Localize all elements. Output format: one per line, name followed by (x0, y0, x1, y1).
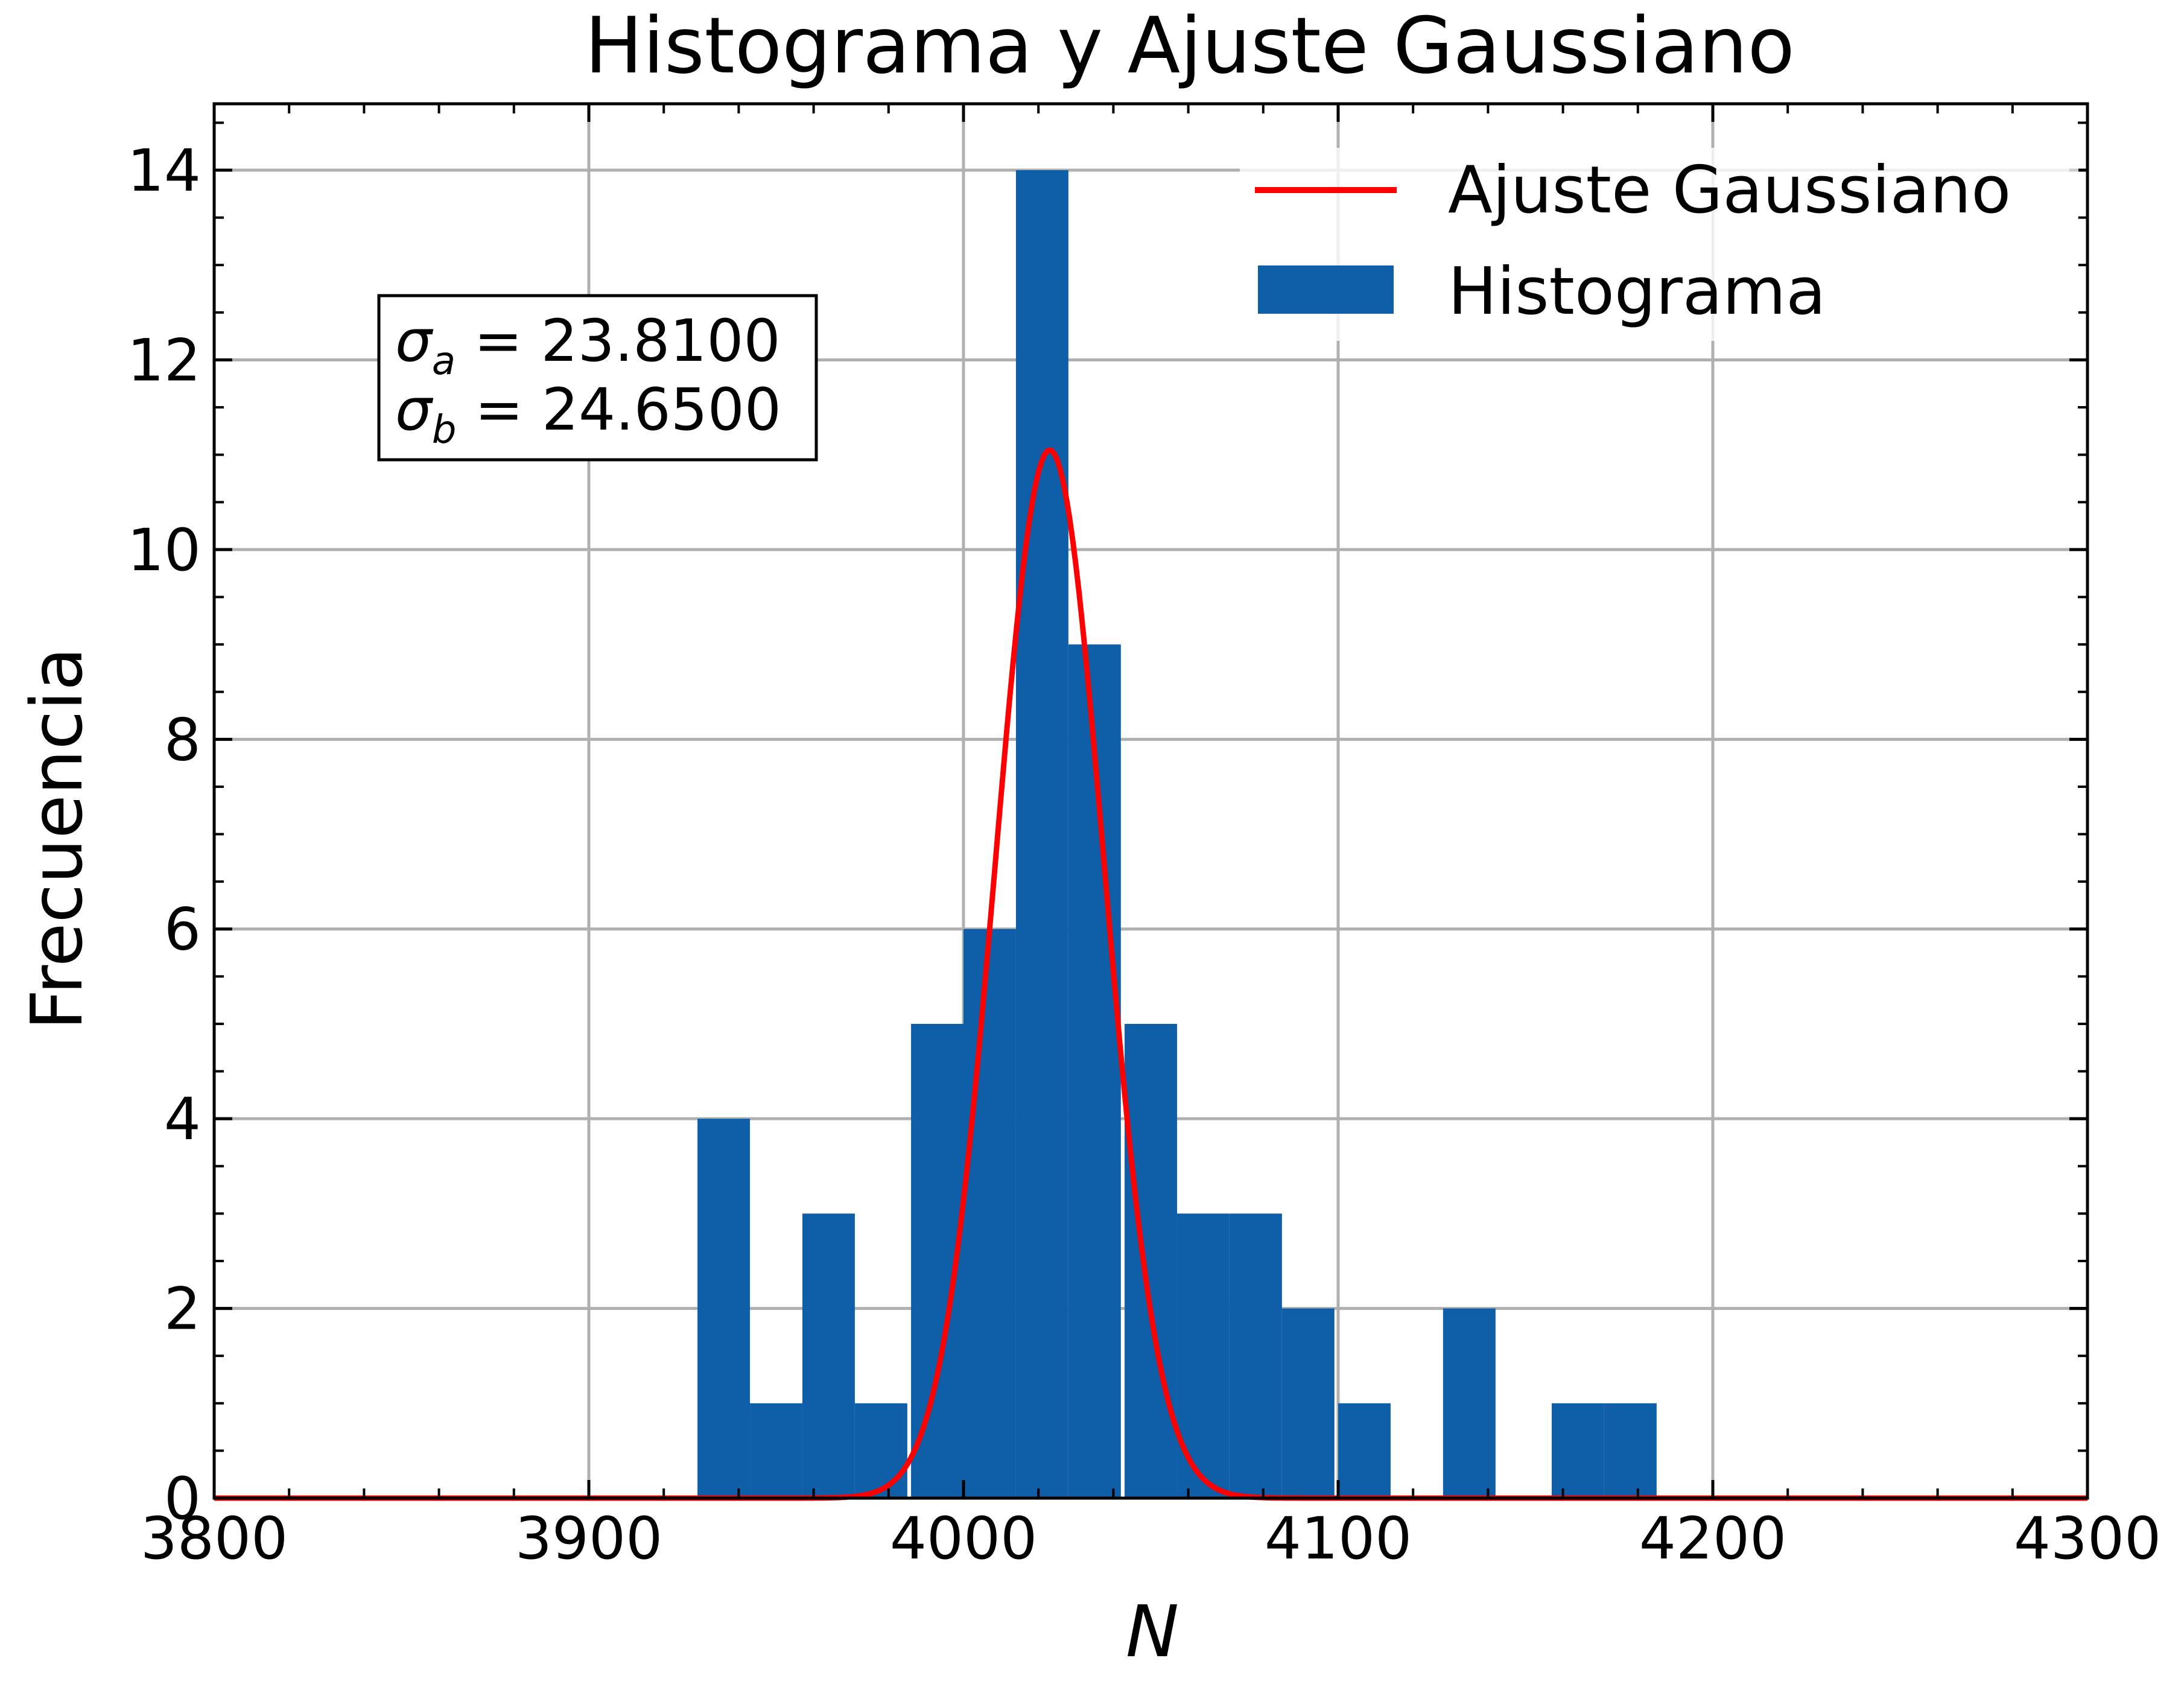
sigma-b-text: σb = 24.6500 (395, 376, 781, 453)
sigma-b-subscript: b (432, 408, 457, 453)
sigma-a-symbol: σ (395, 307, 434, 375)
y-tick-label: 2 (164, 1275, 201, 1343)
histogram-bar (802, 1213, 855, 1498)
tick-labels: 3800 3900 4000 4100 4200 4300 0 2 4 6 8 10 12 14 (127, 137, 2161, 1572)
axis-ticks (212, 104, 2089, 1500)
y-tick-label: 14 (127, 137, 201, 205)
sigma-a-value: = 23.8100 (456, 307, 780, 375)
histogram-bar (1443, 1308, 1496, 1498)
legend-label-fit: Ajuste Gaussiano (1448, 153, 2011, 228)
x-tick-label: 3800 (141, 1505, 288, 1572)
histogram-bar (1068, 644, 1121, 1498)
x-tick-label: 3900 (515, 1505, 662, 1572)
x-axis-label: N (1126, 1590, 1179, 1673)
histogram-bar (854, 1403, 907, 1498)
x-tick-label: 4000 (890, 1505, 1037, 1572)
y-tick-label: 0 (164, 1465, 201, 1533)
legend-bar-swatch (1258, 265, 1394, 314)
x-tick-label: 4200 (1639, 1505, 1786, 1572)
y-tick-label: 4 (164, 1085, 201, 1153)
histogram-bar (1338, 1403, 1391, 1498)
histogram-bar (697, 1119, 751, 1498)
histogram-bar (1015, 170, 1068, 1498)
y-tick-label: 10 (127, 516, 201, 584)
histogram-bar (1229, 1213, 1282, 1498)
sigma-a-text: σa = 23.8100 (395, 307, 781, 384)
histogram-bar (1125, 1023, 1177, 1498)
axes-border (212, 102, 2089, 1500)
x-tick-label: 4100 (1265, 1505, 1412, 1572)
annotation-frame (377, 294, 818, 462)
histogram-bar (1604, 1403, 1657, 1498)
plot-frame (212, 102, 2089, 1500)
histogram-bar (963, 929, 1016, 1498)
x-tick-label: 4300 (2014, 1505, 2161, 1572)
sigma-a-subscript: a (432, 339, 456, 384)
sigma-annotation-box: σa = 23.8100 σb = 24.6500 (377, 294, 818, 462)
y-tick-label: 8 (164, 706, 201, 774)
histogram-bar (1551, 1403, 1604, 1498)
y-axis-label: Frecuencia (15, 647, 98, 1031)
y-tick-label: 12 (127, 326, 201, 394)
legend-label-histogram: Histograma (1448, 254, 1826, 329)
histogram-bar (1281, 1308, 1335, 1498)
chart-title: Histograma y Ajuste Gaussiano (585, 1, 1795, 91)
sigma-b-value: = 24.6500 (456, 376, 781, 443)
legend: Ajuste Gaussiano Histograma (1240, 148, 2078, 341)
sigma-b-symbol: σ (395, 376, 434, 443)
y-tick-label: 6 (164, 896, 201, 964)
histogram-bars (697, 170, 1657, 1498)
histogram-bar (750, 1403, 802, 1498)
